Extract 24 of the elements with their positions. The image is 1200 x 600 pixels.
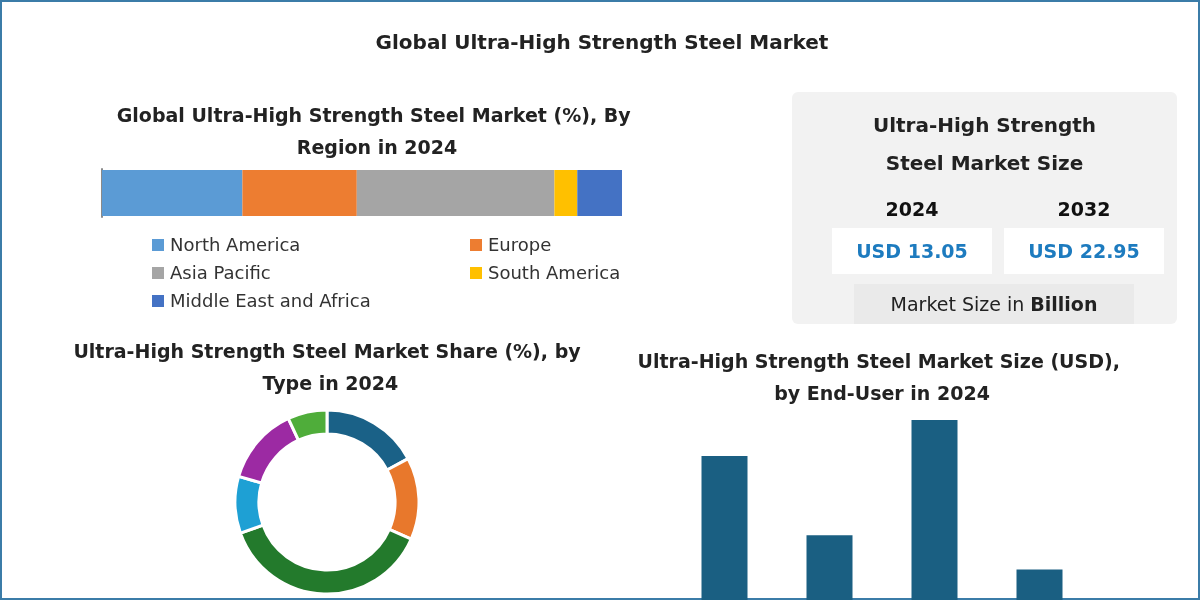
bar: [1016, 569, 1063, 600]
legend-label: Middle East and Africa: [170, 290, 371, 311]
chart-title: Ultra-High Strength Steel Market Share (%), by Type in 2024: [73, 340, 582, 394]
text: Global Ultra-High Strength Steel Market: [374, 29, 830, 56]
bar: [356, 170, 555, 216]
bar: [701, 456, 748, 600]
legend-label: Asia Pacific: [170, 262, 271, 283]
legend-label: South America: [488, 262, 621, 283]
text: USD 22.95: [1004, 228, 1164, 274]
bar: [577, 170, 622, 216]
bar: [554, 170, 578, 216]
bar: [102, 170, 243, 216]
chart-title: Global Ultra-High Strength Steel Market (%), By Region in 2024: [116, 104, 638, 158]
bar: [806, 535, 853, 600]
bar: [242, 170, 357, 216]
text: Ultra-High Strength Steel Market Size: [871, 112, 1098, 177]
text: USD 13.05: [832, 228, 992, 274]
legend-label: North America: [170, 234, 301, 255]
legend-label: Europe: [488, 234, 552, 255]
bar: [911, 420, 958, 600]
text: 2032: [1056, 198, 1112, 220]
chart-title: Ultra-High Strength Steel Market Size (USD), by End-User in 2024: [637, 350, 1127, 404]
text: 2024: [884, 198, 940, 220]
text: Market Size in Billion: [890, 293, 1098, 315]
